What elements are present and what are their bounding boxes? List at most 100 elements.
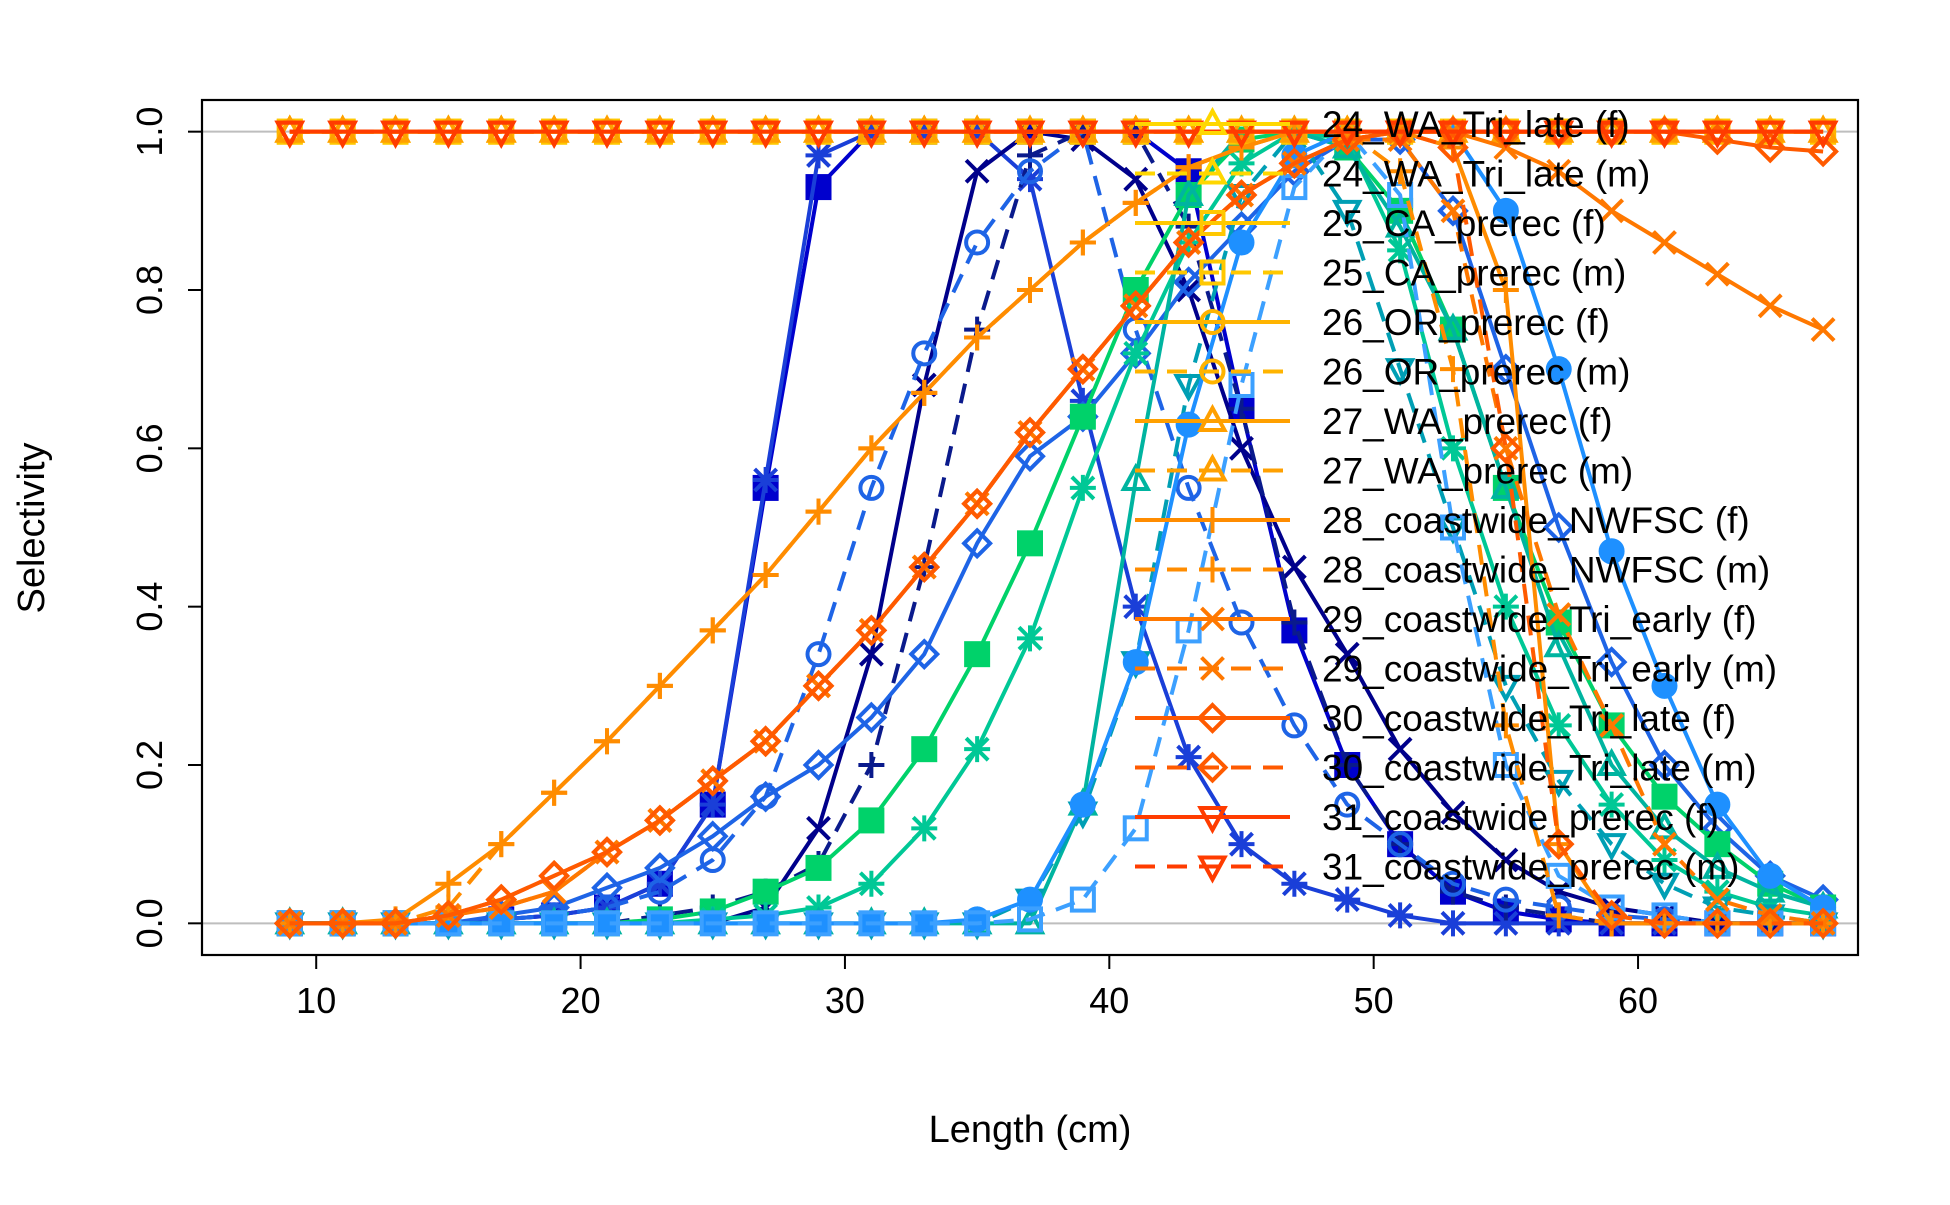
data-point xyxy=(1439,514,1466,541)
data-point xyxy=(1595,646,1628,678)
data-point xyxy=(1652,230,1677,255)
data-point xyxy=(1490,470,1522,499)
data-point xyxy=(961,120,993,149)
data-point xyxy=(1175,154,1202,181)
data-point xyxy=(1490,432,1522,465)
data-point xyxy=(752,467,779,493)
data-point xyxy=(1701,120,1733,149)
data-point xyxy=(1017,625,1043,652)
data-point xyxy=(1278,120,1310,149)
series-line xyxy=(289,129,1824,926)
data-point xyxy=(858,807,885,834)
data-point xyxy=(1017,158,1043,185)
data-point xyxy=(432,899,465,932)
data-point xyxy=(1596,120,1627,149)
data-point xyxy=(1651,672,1678,699)
data-point xyxy=(1384,358,1416,387)
data-point xyxy=(1543,120,1575,149)
data-point xyxy=(964,641,991,668)
data-point xyxy=(1387,237,1414,264)
data-point xyxy=(1119,290,1152,322)
data-point xyxy=(1175,474,1202,501)
y-tick-label: 0.2 xyxy=(129,740,170,790)
data-point xyxy=(964,736,991,763)
data-point xyxy=(1596,747,1627,776)
data-point xyxy=(1069,387,1096,414)
data-point xyxy=(435,870,462,897)
data-point xyxy=(911,736,938,763)
data-point xyxy=(1651,783,1678,810)
data-point xyxy=(1437,131,1469,164)
legend-swatch-marker xyxy=(1199,309,1226,335)
data-point xyxy=(1754,131,1787,164)
legend-swatch-marker xyxy=(1197,806,1228,835)
data-point xyxy=(1807,120,1839,149)
data-point xyxy=(1807,907,1839,940)
data-point xyxy=(273,907,306,940)
data-point xyxy=(1596,833,1627,862)
data-point xyxy=(1069,229,1096,256)
data-point xyxy=(1492,886,1519,913)
legend-label: 28_coastwide_NWFSC (m) xyxy=(1322,550,1770,591)
legend-swatch-marker xyxy=(1199,259,1226,286)
data-point xyxy=(1175,411,1202,438)
data-point xyxy=(485,883,518,916)
legend-label: 27_WA_prerec (f) xyxy=(1322,401,1613,442)
data-point xyxy=(858,752,885,778)
data-point xyxy=(646,870,673,897)
data-point xyxy=(1017,166,1043,193)
data-point xyxy=(1648,907,1681,940)
data-point xyxy=(1067,353,1099,385)
data-point xyxy=(1172,266,1205,298)
data-point xyxy=(908,120,940,149)
data-point xyxy=(1334,752,1361,778)
data-point xyxy=(1387,736,1413,762)
data-point xyxy=(1334,886,1361,913)
data-point xyxy=(1440,800,1466,825)
y-tick-label: 0.6 xyxy=(129,423,170,473)
data-point xyxy=(433,120,464,149)
data-point xyxy=(750,120,782,149)
data-point xyxy=(274,120,306,149)
data-point xyxy=(591,871,623,904)
legend-swatch-marker xyxy=(1199,210,1226,236)
data-point xyxy=(380,120,411,149)
data-point xyxy=(1228,395,1255,422)
legend-swatch-marker xyxy=(1196,702,1229,734)
y-tick-label: 1.0 xyxy=(129,107,170,157)
legend-item: 28_coastwide_NWFSC (m) xyxy=(1135,550,1770,591)
data-point xyxy=(749,725,782,758)
data-point xyxy=(964,910,991,937)
data-point xyxy=(591,120,623,149)
data-point xyxy=(802,749,835,781)
legend-label: 30_coastwide_Tri_late (m) xyxy=(1322,748,1757,789)
legend-item: 24_WA_Tri_late (m) xyxy=(1135,154,1650,195)
data-point xyxy=(1069,474,1096,501)
data-point xyxy=(1281,870,1308,897)
data-point xyxy=(752,562,779,588)
data-point xyxy=(1545,902,1572,929)
data-point xyxy=(805,142,832,169)
data-point xyxy=(1334,641,1360,667)
data-point xyxy=(803,120,834,149)
data-point xyxy=(1492,712,1519,739)
data-point xyxy=(1228,609,1255,636)
legend-item: 31_coastwide_prerec (m) xyxy=(1135,847,1739,888)
data-point xyxy=(644,120,676,149)
data-point xyxy=(1228,831,1255,858)
data-point xyxy=(646,910,673,937)
data-point xyxy=(961,487,993,520)
legend-swatch-marker xyxy=(1200,656,1225,681)
data-point xyxy=(1490,120,1522,149)
data-point xyxy=(1598,791,1625,818)
data-point xyxy=(699,847,726,873)
data-point xyxy=(541,779,568,806)
data-point xyxy=(1492,277,1519,303)
series-line xyxy=(289,129,1824,926)
data-point xyxy=(1387,158,1414,185)
data-point xyxy=(1492,593,1519,620)
data-point xyxy=(1387,902,1414,929)
data-point xyxy=(1598,538,1625,565)
data-point xyxy=(1017,277,1043,303)
